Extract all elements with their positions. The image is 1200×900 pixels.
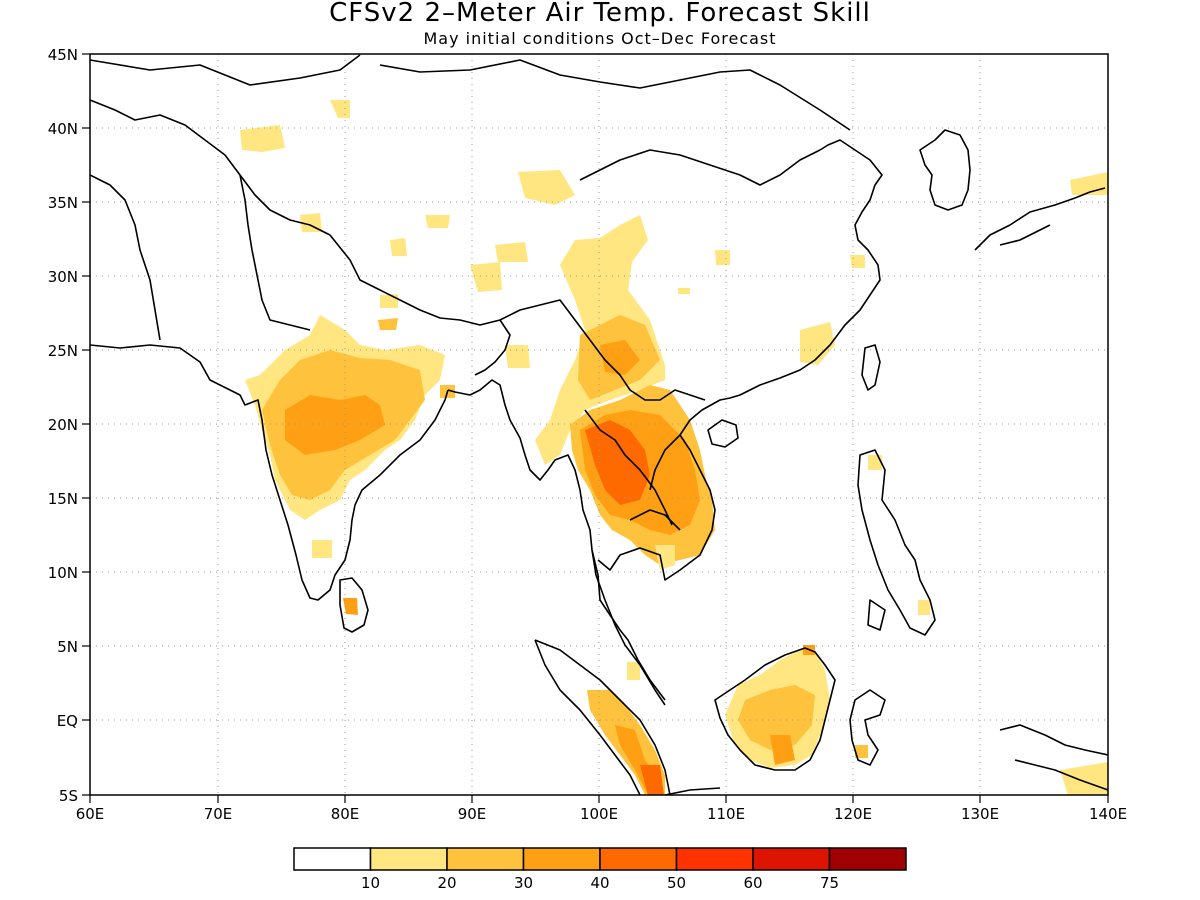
colorbar-label: 20 [437, 874, 456, 892]
lat-label: EQ [57, 712, 78, 730]
lat-label: 5S [59, 787, 78, 805]
colorbar-label: 50 [667, 874, 686, 892]
lon-label: 120E [834, 805, 872, 823]
colorbar-swatch [446, 847, 525, 871]
axis-ticks [82, 53, 1109, 803]
lat-label: 20N [48, 416, 78, 434]
skill-region-sumatra [587, 662, 665, 795]
colorbar-swatch [522, 847, 601, 871]
colorbar: 10 20 30 40 50 60 75 [293, 847, 907, 892]
colorbar-label: 10 [361, 874, 380, 892]
colorbar-swatch [369, 847, 448, 871]
colorbar-swatch [675, 847, 754, 871]
lon-label: 100E [580, 805, 618, 823]
lon-label: 110E [707, 805, 745, 823]
lon-label: 90E [458, 805, 487, 823]
lon-label: 70E [204, 805, 233, 823]
lon-label: 80E [331, 805, 360, 823]
colorbar-label: 75 [820, 874, 839, 892]
skill-region-borneo [725, 645, 830, 768]
latitude-labels: 45N 40N 35N 30N 25N 20N 15N 10N 5N EQ 5S [48, 46, 78, 805]
lat-label: 45N [48, 46, 78, 64]
colorbar-swatch [752, 847, 831, 871]
lon-label: 130E [961, 805, 999, 823]
colorbar-swatch [828, 847, 907, 871]
longitude-labels: 60E 70E 80E 90E 100E 110E 120E 130E 140E [76, 805, 1127, 823]
lat-label: 5N [57, 638, 78, 656]
lon-label: 140E [1089, 805, 1127, 823]
lat-label: 15N [48, 490, 78, 508]
coastlines [90, 54, 1108, 795]
colorbar-label: 40 [590, 874, 609, 892]
lat-label: 40N [48, 120, 78, 138]
colorbar-label: 60 [743, 874, 762, 892]
colorbar-label: 30 [514, 874, 533, 892]
colorbar-swatch [293, 847, 372, 871]
lat-label: 35N [48, 194, 78, 212]
map-title: CFSv2 2–Meter Air Temp. Forecast Skill [329, 0, 871, 28]
map-subtitle: May initial conditions Oct–Dec Forecast [423, 29, 777, 48]
skill-region-central-india [245, 315, 445, 558]
lat-label: 10N [48, 564, 78, 582]
skill-shading [240, 100, 1108, 795]
lat-label: 30N [48, 268, 78, 286]
skill-region-sri-lanka [343, 598, 358, 615]
skill-region-thailand-laos-cambodia [570, 385, 715, 570]
lat-label: 25N [48, 342, 78, 360]
colorbar-swatch [599, 847, 678, 871]
lon-label: 60E [76, 805, 105, 823]
